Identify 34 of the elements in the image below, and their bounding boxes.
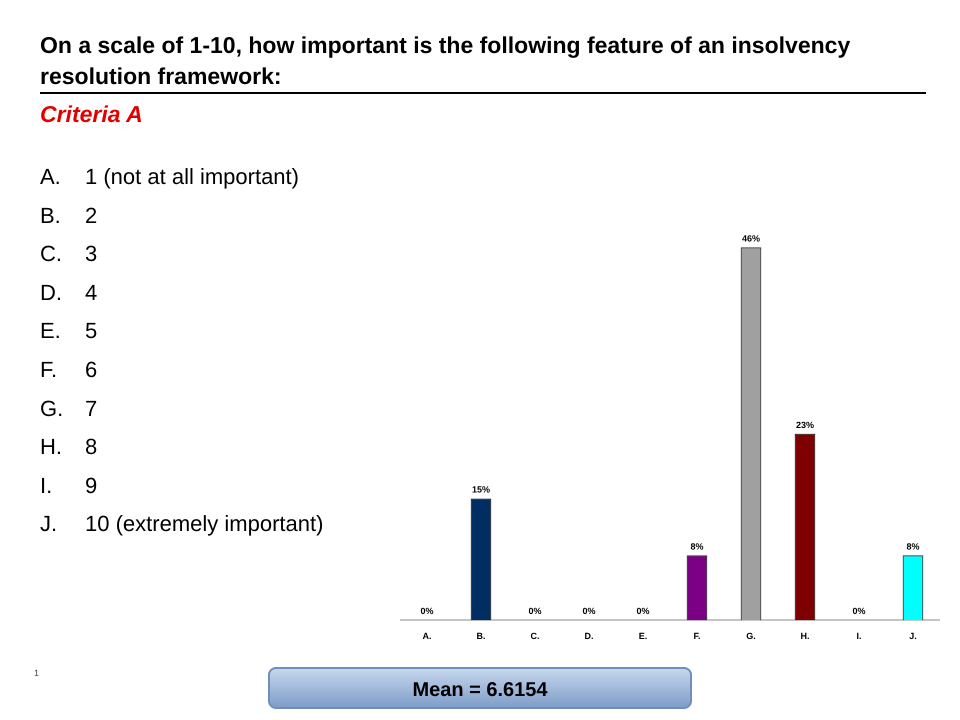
text: H. 8 — [40, 434, 98, 460]
data-label: 8% — [690, 541, 704, 552]
text: D. 4 — [40, 280, 98, 306]
x-tick-label: D. — [584, 631, 594, 642]
text: Criteria A — [40, 101, 143, 128]
data-label: 15% — [472, 484, 490, 495]
text: I. 9 — [40, 472, 98, 498]
text: A. 1 (not at all important) — [40, 164, 299, 190]
text: B. 2 — [40, 202, 98, 229]
data-label: 0% — [420, 606, 434, 616]
x-tick-label: E. — [638, 631, 648, 642]
x-tick-label: H. — [800, 631, 810, 642]
data-label: 8% — [906, 541, 920, 552]
text: Mean = 6.6154 — [268, 667, 692, 709]
text: G. 7 — [40, 396, 98, 422]
x-tick-label: C. — [530, 631, 540, 642]
data-label: 23% — [796, 420, 814, 430]
x-tick-label: B. — [476, 631, 486, 642]
text: C. 3 — [40, 241, 98, 268]
text: 1 — [34, 668, 40, 678]
data-label: 0% — [528, 606, 542, 616]
x-tick-label: F. — [693, 631, 701, 642]
text: F. 6 — [40, 356, 98, 382]
data-label: 0% — [636, 606, 650, 616]
chart-title: On a scale of 1-10, how important is the following feature of an insolvency resolution framework: — [40, 30, 926, 94]
text: J. 10 (extremely important) — [40, 511, 324, 536]
data-label: 46% — [742, 233, 760, 244]
x-tick-label: A. — [422, 631, 432, 642]
data-label: 0% — [582, 606, 596, 616]
x-tick-label: J. — [909, 631, 917, 642]
data-label: 0% — [852, 606, 866, 616]
x-tick-label: G. — [746, 631, 756, 642]
x-tick-label: I. — [856, 631, 862, 642]
text: E. 5 — [40, 318, 98, 344]
